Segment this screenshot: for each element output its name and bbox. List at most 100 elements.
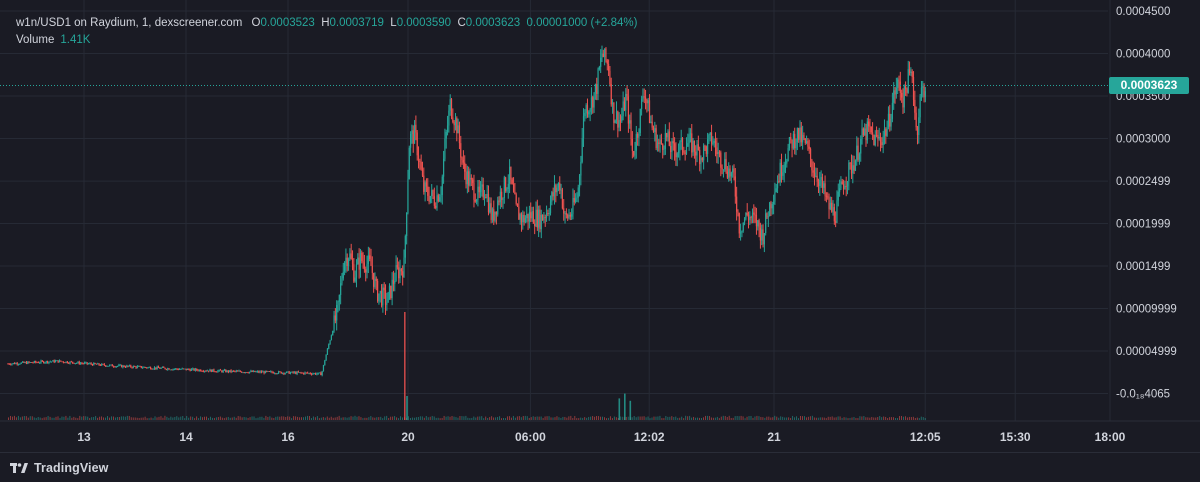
candle-body (622, 101, 624, 117)
candle-body (367, 255, 369, 264)
candle-body (687, 143, 689, 147)
volume-bar (59, 418, 61, 420)
candle-body (400, 268, 402, 272)
volume-bar (524, 415, 526, 420)
volume-bar (398, 418, 400, 420)
candle-body (415, 124, 417, 133)
candle-body (832, 207, 834, 212)
tradingview-logo[interactable]: TradingView (10, 461, 109, 475)
candle-body (468, 171, 470, 186)
volume-bar (263, 417, 265, 420)
candle-body (361, 252, 363, 262)
volume-bar (360, 417, 362, 420)
candle-body (672, 141, 674, 144)
volume-bar (776, 416, 778, 420)
volume-bar (150, 417, 152, 420)
candle-body (173, 368, 175, 370)
candle-body (697, 144, 699, 150)
candle-body (311, 373, 313, 375)
volume-bar (190, 416, 192, 420)
candle-body (854, 160, 857, 171)
candle-body (791, 139, 793, 149)
volume-bar (811, 415, 813, 420)
candle-body (577, 187, 579, 198)
volume-bar (138, 418, 140, 420)
candle-body (545, 213, 548, 218)
volume-bar (465, 415, 467, 420)
candle-body (307, 372, 309, 374)
candle-body (800, 127, 802, 143)
volume-bar (784, 417, 786, 420)
candle-body (552, 192, 554, 197)
volume-bar (534, 416, 536, 420)
volume-bar (699, 417, 701, 420)
volume-bar (554, 417, 556, 420)
volume-bar (635, 417, 637, 420)
volume-bar (501, 418, 503, 420)
volume-bar (885, 416, 887, 420)
candle-body (87, 363, 90, 365)
candle-body (259, 371, 261, 373)
candle-body (479, 186, 482, 193)
volume-bar (176, 416, 178, 420)
volume-bar (594, 416, 596, 420)
volume-bar (166, 416, 168, 420)
volume-bar (316, 416, 318, 420)
candle-body (485, 197, 487, 198)
price-axis[interactable]: 0.00045000.00040000.00035000.00030000.00… (1116, 6, 1177, 400)
candle-body (539, 209, 541, 230)
volume-bar (546, 416, 548, 420)
candle-body (763, 233, 765, 245)
volume-bar (291, 418, 293, 420)
candle-body (584, 112, 586, 117)
candle-body (329, 340, 331, 345)
candle-body (473, 182, 475, 200)
volume-bar (47, 415, 49, 420)
candle-body (615, 111, 618, 121)
volume-bar (91, 417, 93, 420)
candle-body (49, 361, 51, 363)
candle-body (589, 109, 591, 112)
candle-body (312, 373, 314, 375)
candle-body (717, 152, 719, 155)
volume-bar (303, 417, 305, 420)
volume-bar (786, 417, 788, 420)
candle-body (398, 267, 400, 279)
candle-body (762, 229, 764, 245)
time-axis[interactable]: 13 14 16 20 06:00 12:02 21 12:05 15:30 18:00 (77, 430, 1125, 444)
volume-bar (382, 418, 384, 420)
candle-body (432, 190, 434, 197)
price-chart[interactable]: 0.00045000.00040000.00035000.00030000.00… (0, 0, 1200, 452)
candle-body (420, 161, 422, 170)
candle-body (819, 179, 821, 186)
volume-bar (245, 417, 247, 420)
volume-bar (570, 415, 572, 420)
candle-body (188, 368, 190, 370)
candle-body (443, 158, 445, 177)
candle-body (234, 370, 236, 372)
candle-body (416, 132, 418, 156)
volume-bar (388, 418, 390, 420)
candle-body (572, 198, 574, 215)
volume-bar (491, 416, 493, 420)
candle-body (526, 213, 528, 219)
candle-body (347, 259, 350, 266)
candle-body (573, 198, 575, 203)
candle-body (534, 223, 536, 227)
candle-body (396, 265, 398, 268)
volume-bar (461, 416, 463, 420)
candle-body (709, 132, 711, 136)
volume-bar (43, 417, 45, 420)
volume-bar (849, 417, 851, 420)
candle-body (242, 372, 244, 374)
candle-body (780, 162, 783, 176)
time-tick-label: 13 (77, 430, 91, 444)
candle-body (685, 146, 688, 154)
candle-body (44, 362, 46, 364)
volume-bar (63, 416, 65, 420)
candle-body (299, 372, 301, 374)
high-label: H (321, 17, 330, 29)
volume-bar (243, 416, 245, 420)
price-tick-label: 0.0002499 (1116, 176, 1170, 188)
symbol-title[interactable]: w1n/USD1 on Raydium, 1, dexscreener.com (16, 17, 243, 29)
